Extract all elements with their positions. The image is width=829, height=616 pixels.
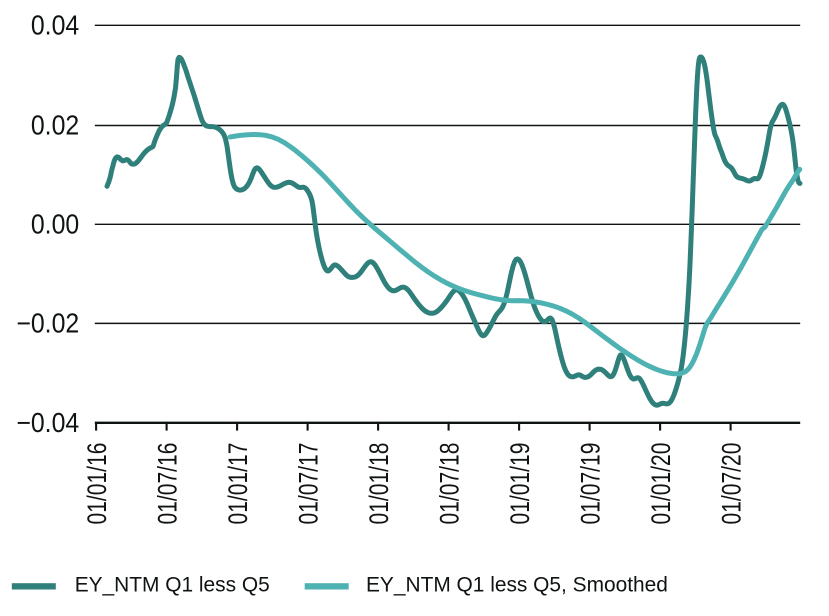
- svg-text:0.00: 0.00: [31, 208, 79, 240]
- svg-text:01/01/20: 01/01/20: [647, 443, 677, 525]
- svg-text:01/07/19: 01/07/19: [576, 443, 606, 525]
- svg-text:01/01/16: 01/01/16: [83, 443, 113, 525]
- svg-text:0.04: 0.04: [31, 9, 79, 41]
- svg-text:01/01/19: 01/01/19: [506, 443, 536, 525]
- svg-text:EY_NTM Q1 less Q5: EY_NTM Q1 less Q5: [75, 574, 270, 597]
- svg-text:01/07/17: 01/07/17: [294, 443, 324, 525]
- svg-text:01/07/16: 01/07/16: [153, 443, 183, 525]
- svg-text:01/01/18: 01/01/18: [365, 443, 395, 525]
- svg-text:0.02: 0.02: [31, 109, 79, 141]
- svg-text:−0.04: −0.04: [16, 407, 79, 439]
- svg-text:01/07/18: 01/07/18: [435, 443, 465, 525]
- svg-text:EY_NTM Q1 less Q5, Smoothed: EY_NTM Q1 less Q5, Smoothed: [366, 574, 668, 597]
- svg-text:−0.02: −0.02: [16, 307, 79, 339]
- svg-text:01/07/20: 01/07/20: [717, 443, 747, 525]
- svg-text:01/01/17: 01/01/17: [224, 443, 254, 525]
